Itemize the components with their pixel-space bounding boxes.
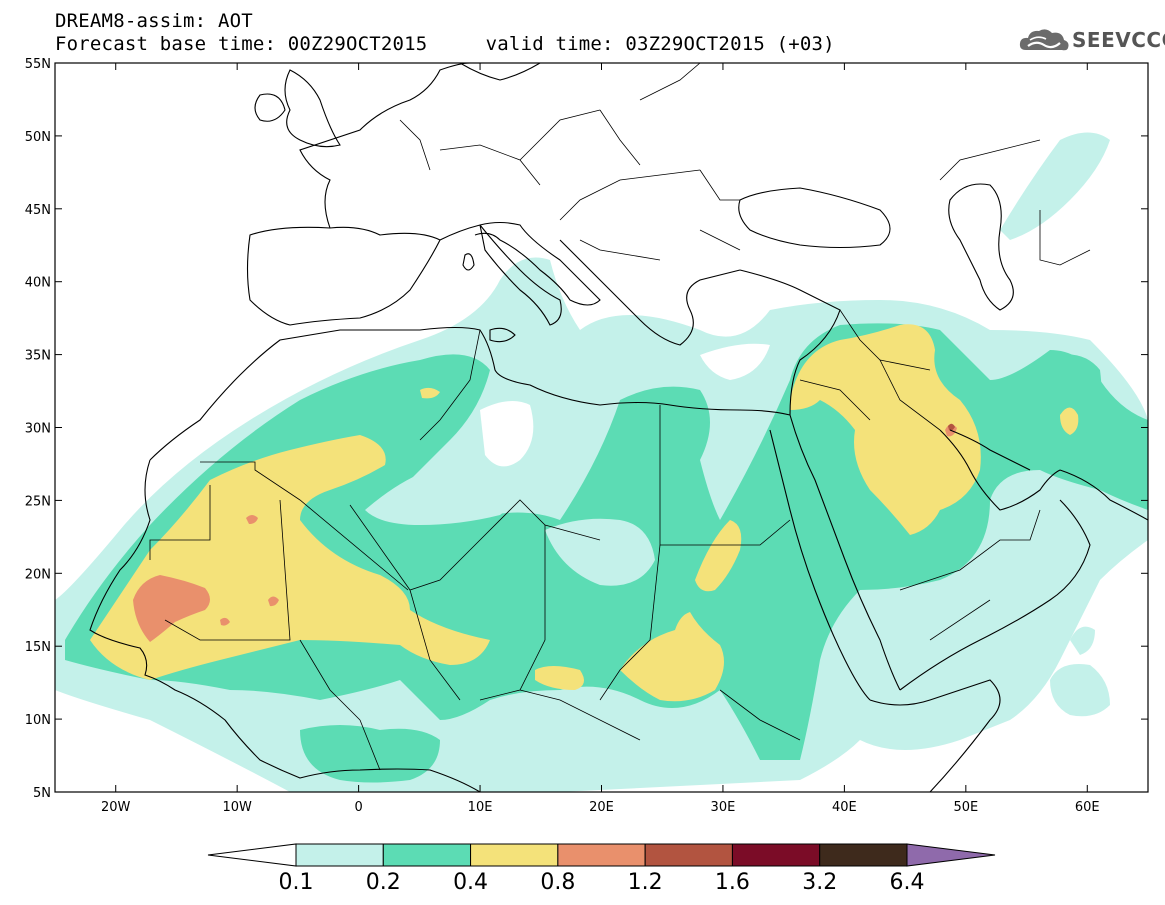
cloud-icon [1019, 29, 1069, 51]
lat-tick-label: 5N [33, 786, 51, 801]
lat-tick-label: 10N [25, 713, 51, 728]
valid-time: valid time: 03Z29OCT2015 (+03) [485, 33, 835, 55]
lat-tick-label: 30N [25, 422, 51, 437]
colorbar-box [382, 843, 472, 867]
country-borders [149, 63, 1091, 771]
colorbar-level-label: 0.2 [365, 870, 401, 895]
lat-tick-label: 15N [25, 640, 51, 655]
aot-band-0.1-0.2-inner [365, 466, 960, 640]
chart-title: DREAM8-assim: AOT [55, 10, 253, 32]
lon-tick-label: 20W [101, 800, 131, 815]
colorbar-level-label: 0.4 [453, 870, 489, 895]
colorbar-box [731, 843, 821, 867]
colorbar-box [644, 843, 733, 867]
lon-tick-label: 50E [953, 800, 978, 815]
colorbar-level-label: 3.2 [802, 870, 838, 895]
lat-tick-label: 20N [25, 567, 51, 582]
lon-tick-label: 20E [589, 800, 614, 815]
colorbar-box [470, 843, 559, 867]
lon-tick-label: 10E [468, 800, 493, 815]
lon-tick-label: 0 [354, 800, 362, 815]
colorbar-level-label: 1.2 [627, 870, 663, 895]
base-time: Forecast base time: 00Z29OCT2015 [55, 33, 428, 55]
aot-band-0.4-0.8 [90, 324, 1079, 702]
forecast-times: Forecast base time: 00Z29OCT2015 valid t… [55, 33, 835, 55]
colorbar-level-label: 0.8 [540, 870, 576, 895]
colorbar [207, 843, 996, 867]
lat-tick-label: 25N [25, 494, 51, 509]
colorbar-level-label: 0.1 [278, 870, 314, 895]
aot-band-1.2-1.6 [948, 423, 955, 431]
colorbar-over-triangle [906, 843, 996, 867]
colorbar-under-triangle [207, 843, 297, 867]
lat-tick-label: 40N [25, 276, 51, 291]
lat-tick-label: 50N [25, 130, 51, 145]
lon-tick-label: 60E [1075, 800, 1100, 815]
lon-tick-label: 40E [832, 800, 857, 815]
lon-tick-label: 10W [222, 800, 252, 815]
colorbar-box [557, 843, 646, 867]
lat-tick-label: 35N [25, 349, 51, 364]
coastlines [89, 63, 1148, 792]
logo-text: SEEVCCC [1072, 28, 1165, 52]
colorbar-box [295, 843, 384, 867]
aot-band-0.8-1.2 [133, 424, 957, 642]
aot-fields [55, 132, 1148, 792]
lon-tick-label: 30E [711, 800, 736, 815]
lat-tick-label: 45N [25, 203, 51, 218]
colorbar-level-label: 6.4 [889, 870, 925, 895]
lat-tick-label: 55N [25, 57, 51, 72]
colorbar-level-label: 1.6 [714, 870, 750, 895]
colorbar-box [819, 843, 908, 867]
axis-ticks: 5N 10N 15N 20N 25N 30N 35N 40N 45N 50N 55N 20W 10W 0 1… [25, 57, 1148, 815]
seevccc-logo: SEEVCCC [1018, 26, 1165, 54]
